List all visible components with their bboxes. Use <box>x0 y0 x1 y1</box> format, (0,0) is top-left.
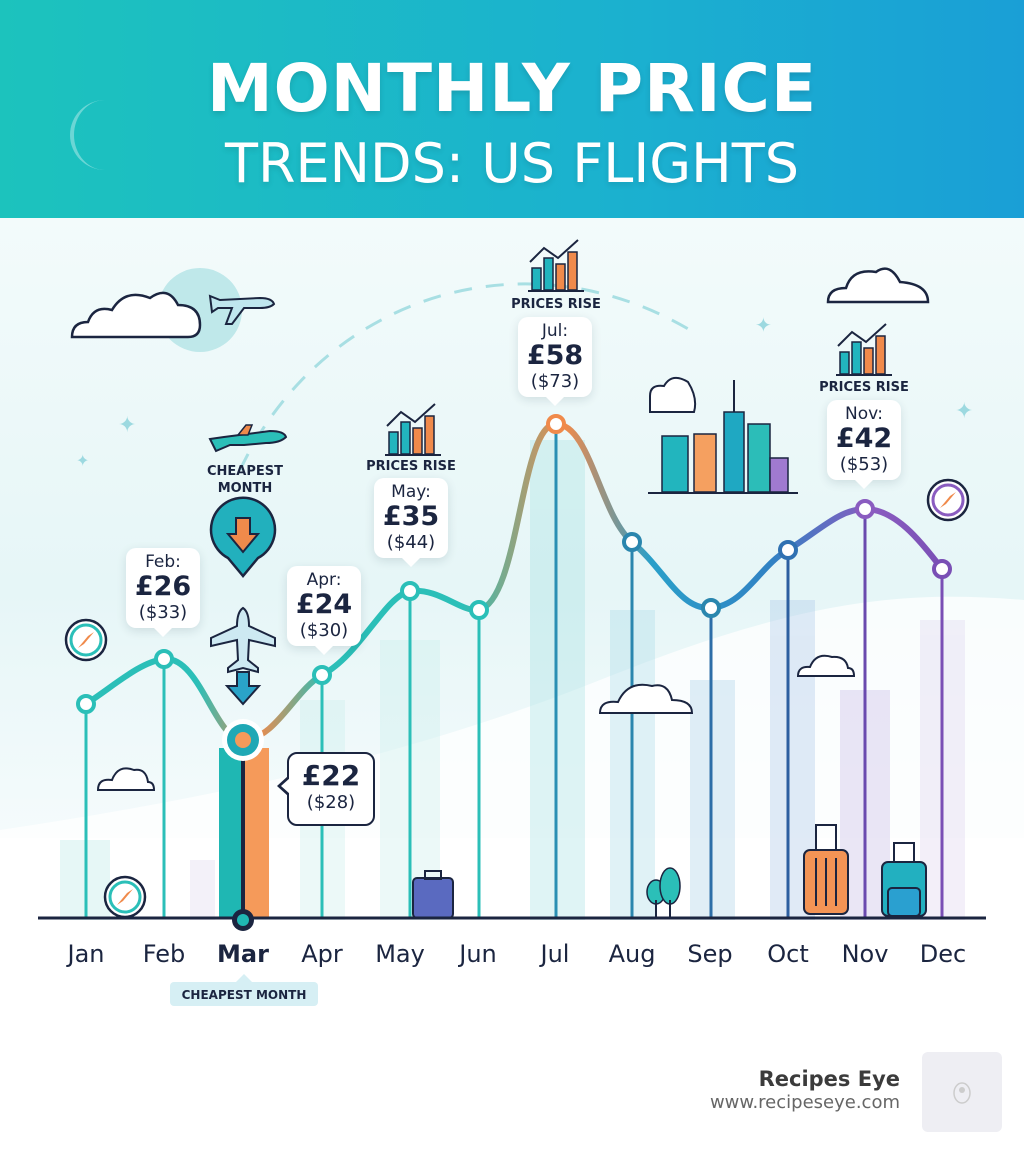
bar-chart-rise-icon <box>528 239 584 292</box>
decorative-arc <box>70 100 134 170</box>
compass-icon <box>926 478 970 522</box>
tooltip-feb: Feb: £26 ($33) <box>126 548 200 637</box>
tooltip-month: May: <box>391 482 431 502</box>
compass-icon <box>64 618 108 662</box>
cloud-icon <box>796 654 856 677</box>
prices-rise-label-nov: PRICES RISE <box>819 380 909 395</box>
sparkle-icon: ✦ <box>755 313 772 337</box>
x-label-nov: Nov <box>841 940 889 968</box>
airplane-icon <box>208 424 288 453</box>
logo-icon <box>953 1082 971 1104</box>
compass-icon <box>103 875 147 919</box>
cloud-icon <box>598 683 694 714</box>
tooltip-gbp: £26 <box>134 571 192 602</box>
brand-url[interactable]: www.recipeseye.com <box>709 1092 900 1113</box>
x-label-may: May <box>375 940 425 968</box>
tooltip-month: Nov: <box>845 404 883 424</box>
location-pin-down-arrow-icon <box>209 496 277 578</box>
sparkle-icon: ✦ <box>955 399 973 424</box>
tooltip-gbp: £22 <box>301 759 361 792</box>
tooltip-mar: £22 ($28) <box>277 752 375 826</box>
prices-rise-label-jul: PRICES RISE <box>511 297 601 312</box>
cloud-icon <box>96 767 156 791</box>
x-label-feb: Feb <box>142 940 186 968</box>
brand-block: Recipes Eye www.recipeseye.com <box>640 1066 900 1114</box>
cloud-icon <box>70 291 202 339</box>
sparkle-icon: ✦ <box>118 413 136 438</box>
x-label-oct: Oct <box>767 940 809 968</box>
tooltip-apr: Apr: £24 ($30) <box>287 566 361 655</box>
airplane-icon <box>208 294 276 325</box>
suitcase-icon <box>803 824 849 915</box>
bar-chart-rise-icon <box>385 403 441 456</box>
tooltip-usd: ($30) <box>299 620 349 641</box>
tooltip-month: Apr: <box>306 570 342 590</box>
x-label-mar: Mar <box>217 940 269 968</box>
airplane-down-icon <box>210 606 276 706</box>
tree-icon <box>646 867 681 918</box>
tooltip-usd: ($53) <box>839 454 889 475</box>
cheapest-month-badge: CHEAPEST MONTH <box>170 974 318 1006</box>
header-banner: MONTHLY PRICE TRENDS: US FLIGHTS <box>0 0 1024 218</box>
tooltip-usd: ($73) <box>530 371 580 392</box>
tooltip-usd: ($44) <box>386 532 436 553</box>
suitcase-icon <box>881 842 927 917</box>
x-label-jan: Jan <box>67 940 105 968</box>
x-label-jul: Jul <box>540 940 570 968</box>
tooltip-jul: Jul: £58 ($73) <box>518 317 592 406</box>
tooltip-month: Jul: <box>541 321 569 341</box>
cloud-icon <box>826 267 930 304</box>
suitcase-icon <box>412 870 454 919</box>
city-skyline-icon <box>648 376 798 494</box>
cheapest-point <box>235 732 251 748</box>
x-label-apr: Apr <box>301 940 343 968</box>
title-line-2: TRENDS: US FLIGHTS <box>225 132 799 195</box>
tooltip-gbp: £24 <box>295 589 353 620</box>
tooltip-month: Feb: <box>145 552 181 572</box>
cheapest-month-label: CHEAPEST MONTH <box>206 464 283 496</box>
sparkle-icon: ✦ <box>76 451 89 470</box>
x-label-sep: Sep <box>687 940 733 968</box>
x-label-jun: Jun <box>459 940 497 968</box>
prices-rise-label-may: PRICES RISE <box>366 459 456 474</box>
tooltip-usd: ($33) <box>138 602 188 623</box>
decorative-dashed-arc <box>238 282 691 471</box>
tooltip-gbp: £58 <box>526 340 584 371</box>
x-label-aug: Aug <box>608 940 656 968</box>
x-label-dec: Dec <box>919 940 967 968</box>
tooltip-may: May: £35 ($44) <box>374 478 448 567</box>
data-points <box>76 414 952 714</box>
tooltip-gbp: £42 <box>835 423 893 454</box>
brand-name: Recipes Eye <box>758 1067 900 1091</box>
tooltip-nov: Nov: £42 ($53) <box>827 400 901 489</box>
brand-logo <box>922 1052 1002 1132</box>
title-line-1: MONTHLY PRICE <box>206 50 818 127</box>
drop-lines <box>84 424 944 918</box>
tooltip-gbp: £35 <box>382 501 440 532</box>
bar-chart-rise-icon <box>836 323 892 376</box>
tooltip-usd: ($28) <box>306 792 356 813</box>
